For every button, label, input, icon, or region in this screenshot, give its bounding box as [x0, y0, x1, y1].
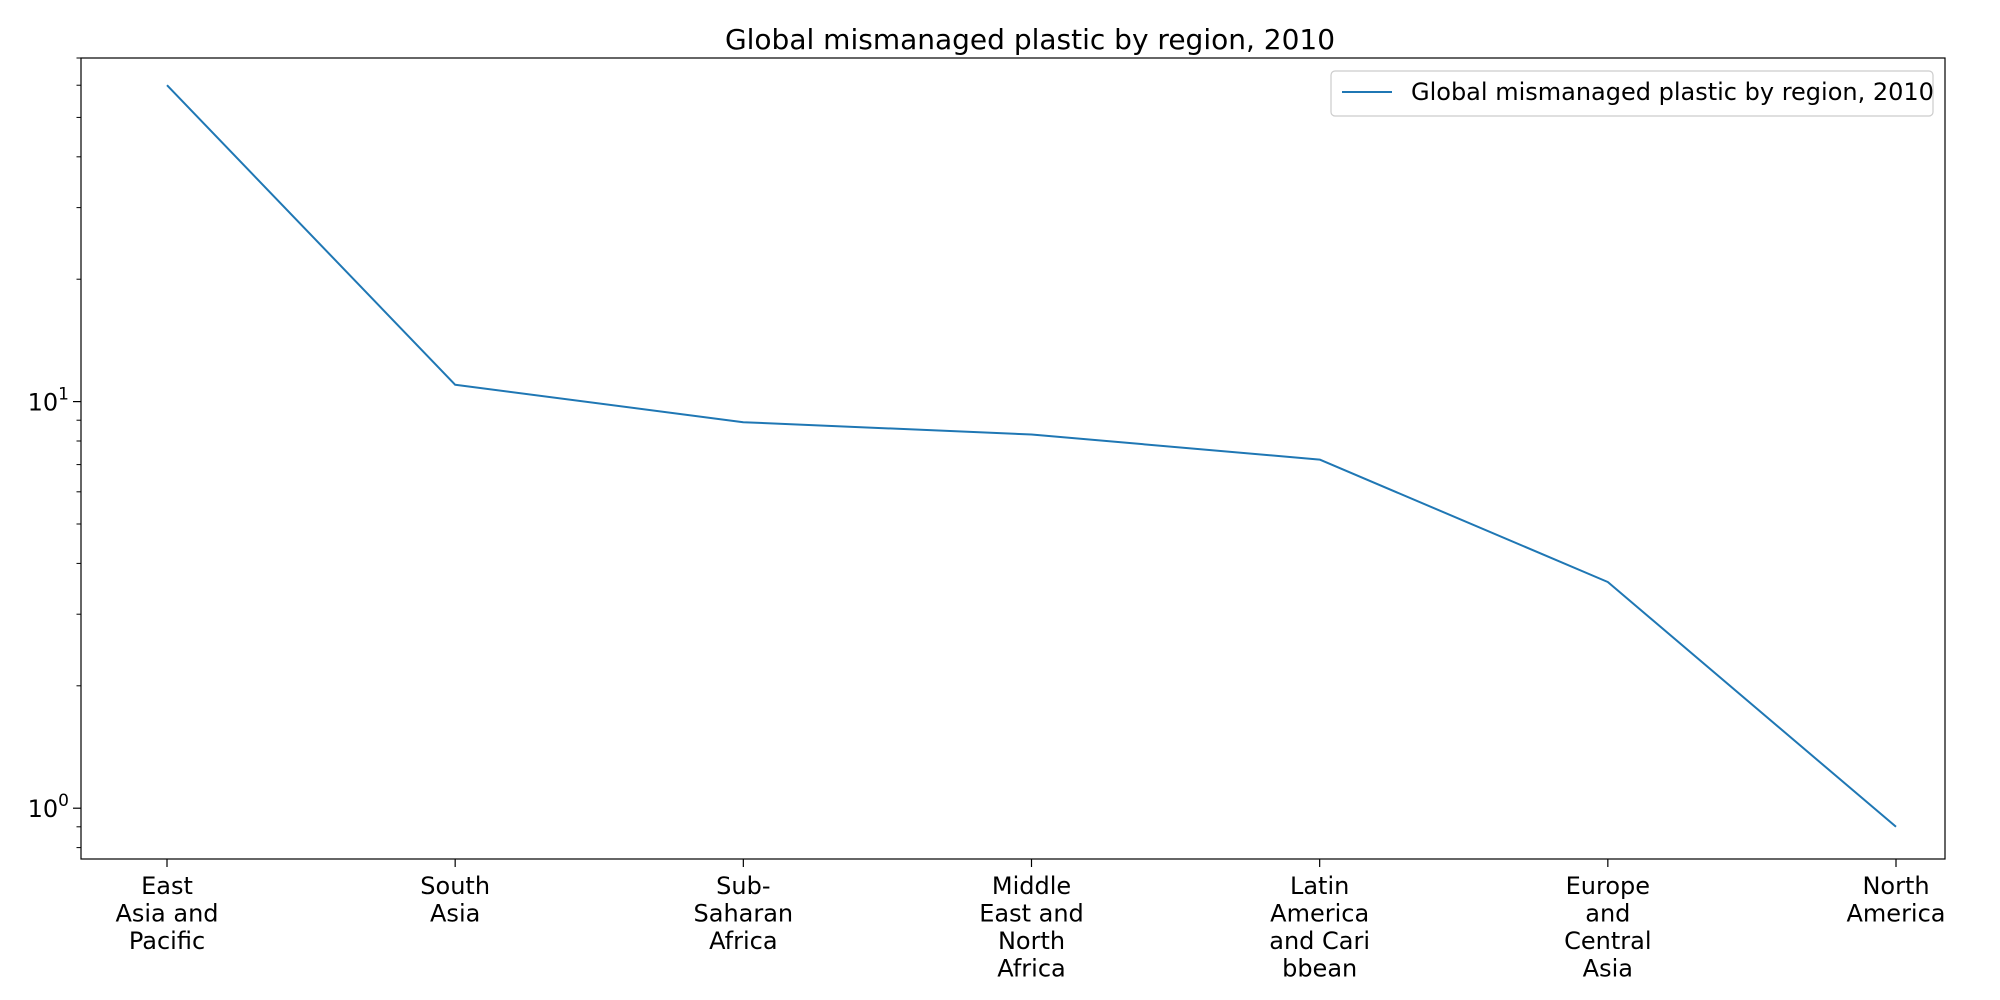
chart-title: Global mismanaged plastic by region, 201…	[725, 23, 1335, 56]
y-tick-label: 101	[28, 385, 69, 417]
x-tick-label: Sub-Saharan Africa	[694, 872, 794, 955]
x-tick-label: North America	[1847, 872, 1946, 928]
x-axis-tick-labels: East Asia and Pacific South Asia Sub-Saharan A…	[115, 872, 1945, 983]
x-tick-label: Europe and Central Asia	[1564, 872, 1651, 983]
series-line	[166, 84, 1897, 828]
series-layer	[166, 84, 1897, 828]
x-axis-ticks	[166, 859, 1897, 867]
legend-label: Global mismanaged plastic by region, 201…	[1411, 78, 1934, 106]
plot-area-frame	[80, 57, 1946, 860]
x-tick-label: East Asia and Pacific	[115, 872, 218, 955]
x-tick-label: Latin America and Cari bbean	[1269, 872, 1370, 983]
y-tick-label: 100	[28, 791, 69, 823]
x-tick-label: Middle East and North Africa	[979, 872, 1084, 983]
legend: Global mismanaged plastic by region, 201…	[1330, 70, 1934, 117]
x-tick-label: South Asia	[420, 872, 490, 928]
legend-box	[1330, 70, 1934, 117]
y-axis-major-ticks: 100 101	[28, 385, 81, 823]
y-axis-minor-ticks	[76, 57, 81, 849]
